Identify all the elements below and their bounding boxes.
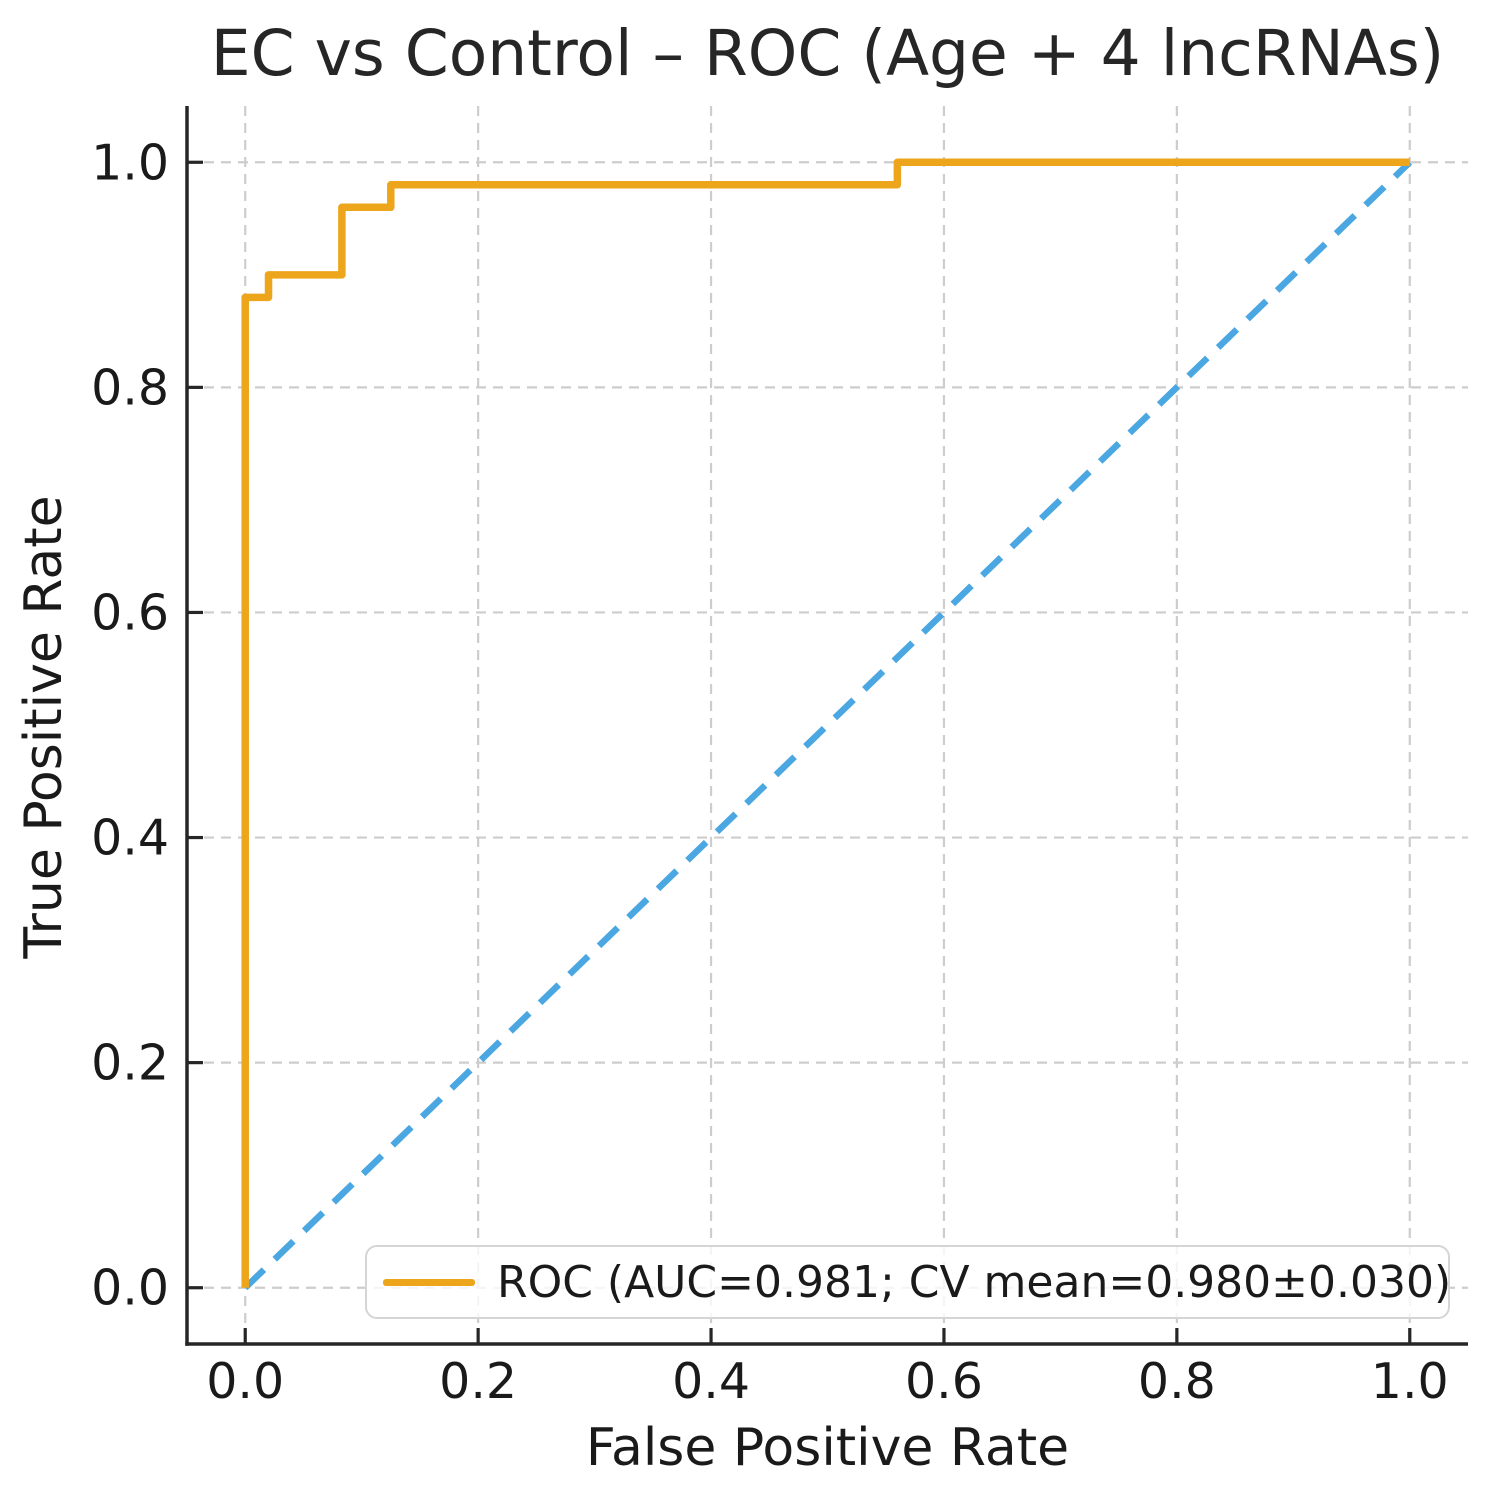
x-tick-label: 0.0 bbox=[206, 1353, 284, 1410]
x-tick-label: 0.8 bbox=[1138, 1353, 1216, 1410]
x-tick-label: 0.6 bbox=[905, 1353, 983, 1410]
y-tick-label: 1.0 bbox=[91, 134, 169, 191]
y-tick-label: 0.4 bbox=[91, 810, 169, 867]
x-axis-label: False Positive Rate bbox=[585, 1418, 1070, 1478]
legend-label: ROC (AUC=0.981; CV mean=0.980±0.030) bbox=[497, 1256, 1452, 1308]
legend: ROC (AUC=0.981; CV mean=0.980±0.030) bbox=[365, 1245, 1452, 1319]
roc-curve-line bbox=[241, 158, 1410, 1288]
y-axis-label: True Positive Rate bbox=[14, 495, 74, 959]
x-tick-label: 0.2 bbox=[439, 1353, 517, 1410]
chance-diagonal-line bbox=[242, 159, 1413, 1291]
y-tick-label: 0.6 bbox=[91, 584, 169, 641]
chart-title: EC vs Control – ROC (Age + 4 lncRNAs) bbox=[210, 17, 1445, 90]
y-tick-label: 0.8 bbox=[91, 359, 169, 416]
x-tick-label: 0.4 bbox=[672, 1353, 750, 1410]
y-tick-label: 0.0 bbox=[91, 1260, 169, 1317]
y-tick-label: 0.2 bbox=[91, 1035, 169, 1092]
x-tick-label: 1.0 bbox=[1371, 1353, 1449, 1410]
roc-line-swatch bbox=[383, 1278, 475, 1286]
